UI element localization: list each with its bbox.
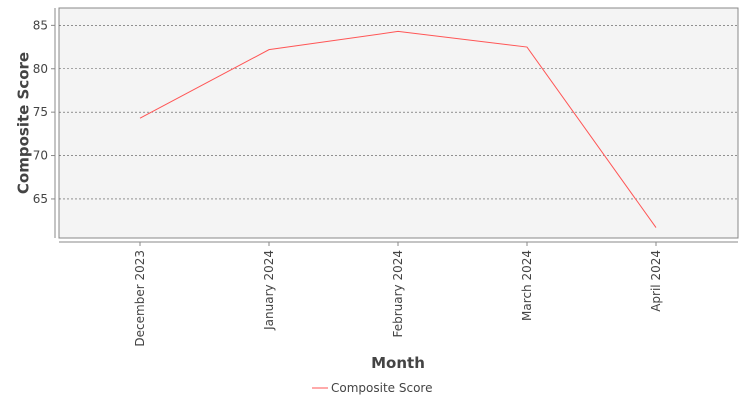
series-line <box>139 30 657 228</box>
y-axis-title: Composite Score <box>15 52 33 194</box>
y-tick-label: 75 <box>33 105 48 119</box>
x-axis-title: Month <box>371 354 425 372</box>
y-tick-label: 65 <box>33 192 48 206</box>
plot-area <box>58 7 739 239</box>
x-tick-label: January 2024 <box>262 250 276 331</box>
legend: Composite Score <box>312 381 432 395</box>
x-tick-label: April 2024 <box>649 250 663 312</box>
x-tick-label: February 2024 <box>391 250 405 338</box>
y-tick-label: 70 <box>33 149 48 163</box>
legend-label: Composite Score <box>331 381 432 395</box>
y-tick-label: 85 <box>33 18 48 32</box>
x-tick-label: December 2023 <box>133 250 147 347</box>
y-tick-label: 80 <box>33 62 48 76</box>
x-tick-label: March 2024 <box>520 250 534 321</box>
